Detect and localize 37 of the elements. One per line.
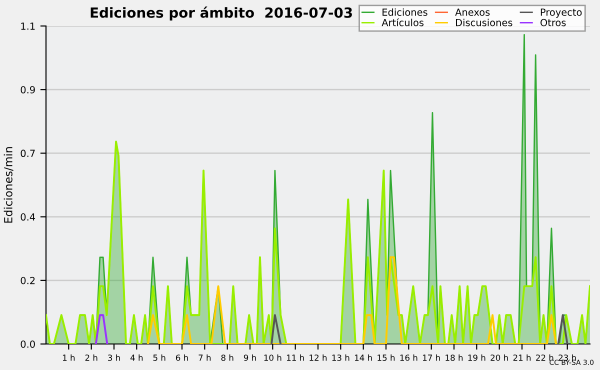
y-axis-title: Ediciones/min bbox=[4, 147, 14, 223]
x-tick-label: 16 h bbox=[400, 354, 418, 361]
x-tick-label: 14 h bbox=[354, 354, 372, 361]
legend-label: Artículos bbox=[382, 18, 424, 26]
legend-label: Proyecto bbox=[540, 8, 582, 18]
y-tick-label: 0.9 bbox=[20, 86, 35, 94]
x-tick-label: 12 h bbox=[310, 354, 327, 361]
line-series bbox=[147, 256, 557, 344]
chart-title: Ediciones por ámbito 2016-07-03 bbox=[90, 6, 352, 21]
x-tick-label: 3 h bbox=[108, 354, 120, 361]
y-tick-label: 1.1 bbox=[21, 22, 35, 30]
x-tick-label: 4 h bbox=[130, 354, 143, 361]
x-tick-label: 13 h bbox=[332, 354, 350, 361]
x-tick-label: 11 h bbox=[286, 354, 304, 361]
x-tick-label: 1 h bbox=[62, 354, 75, 361]
x-tick-label: 5 h bbox=[153, 354, 166, 361]
y-tick-label: 0.7 bbox=[20, 150, 35, 158]
x-tick-label: 18 h bbox=[446, 354, 463, 361]
y-tick-label: 0.0 bbox=[20, 340, 35, 348]
x-tick-label: 15 h bbox=[378, 354, 395, 361]
x-tick-label: 19 h bbox=[468, 354, 486, 361]
x-tick-label: 7 h bbox=[198, 354, 211, 361]
y-tick-label: 0.4 bbox=[20, 213, 36, 221]
x-tick-label: 10 h bbox=[264, 354, 282, 361]
legend-label: Discusiones bbox=[456, 18, 512, 26]
x-tick-label: 8 h bbox=[221, 354, 234, 361]
legend-label: Anexos bbox=[455, 8, 490, 16]
x-tick-label: 21 h bbox=[513, 354, 531, 361]
x-tick-label: 2 h bbox=[85, 354, 98, 361]
y-tick-label: 0.2 bbox=[20, 276, 35, 284]
legend-label: Ediciones bbox=[382, 8, 428, 16]
x-tick-label: 20 h bbox=[490, 354, 508, 361]
x-tick-label: 22 h bbox=[536, 354, 554, 361]
x-tick-label: 9 h bbox=[244, 354, 256, 361]
x-tick-label: 17 h bbox=[422, 354, 440, 361]
x-tick-label: 6 h bbox=[176, 354, 188, 361]
legend-label: Otros bbox=[540, 18, 566, 26]
